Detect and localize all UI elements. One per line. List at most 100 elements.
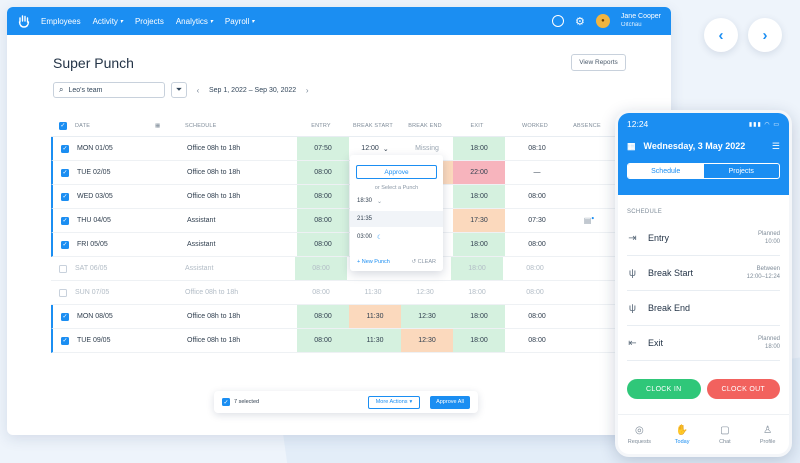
nav-profile[interactable]: ♙ Profile	[759, 424, 776, 445]
tab-schedule[interactable]: Schedule	[628, 164, 704, 178]
chevron-down-icon: ⌄	[382, 145, 389, 153]
row-checkbox[interactable]: ✓	[61, 168, 69, 177]
hand-logo-icon[interactable]	[17, 14, 31, 28]
entry-cell[interactable]: 08:00	[297, 209, 349, 232]
row-checkbox[interactable]: ✓	[61, 336, 69, 345]
calendar-icon[interactable]: ▦	[155, 122, 161, 129]
nav-chat[interactable]: ▢ Chat	[719, 424, 731, 445]
break-end-cell[interactable]: 12:30	[401, 329, 453, 352]
exit-cell[interactable]: 18:00	[451, 257, 503, 280]
header-break-start: BREAK START	[353, 122, 393, 129]
break-start-cell[interactable]: 12:00 ⌄	[361, 145, 389, 153]
break-start-cell[interactable]: 11:30	[349, 329, 401, 352]
row-checkbox[interactable]: ✓	[61, 312, 69, 321]
entry-icon: ⇥	[628, 232, 637, 244]
list-icon[interactable]: ☰	[771, 140, 780, 151]
exit-cell[interactable]: 18:00	[453, 233, 505, 256]
gear-icon[interactable]: ⚙	[575, 15, 585, 28]
row-checkbox[interactable]	[59, 288, 67, 297]
more-actions-button[interactable]: More Actions ▾	[368, 395, 420, 409]
entry-cell[interactable]: 08:00	[297, 185, 349, 208]
nav-activity[interactable]: Activity ▾	[92, 16, 123, 26]
absence-note-icon[interactable]: ▤●	[583, 215, 595, 226]
carousel-next-button[interactable]: ›	[748, 18, 782, 52]
status-time: 12:24	[627, 119, 649, 129]
row-date: WED 03/05	[77, 193, 113, 200]
entry-cell[interactable]: 07:50	[297, 137, 349, 160]
chevron-left-icon: ‹	[718, 26, 724, 44]
exit-cell[interactable]: 18:00	[468, 289, 486, 296]
punch-option[interactable]: 03:00 ☾	[357, 234, 383, 241]
schedule-item-exit[interactable]: ⇤ Exit Planned 18:00	[627, 326, 780, 361]
header-worked: WORKED	[522, 122, 548, 129]
mobile-header: 12:24 ▮▮▮ ◠ ▭ ▦ Wednesday, 3 May 2022 ☰ …	[618, 113, 789, 195]
nav-requests[interactable]: ◎ Requests	[627, 424, 651, 445]
tab-projects[interactable]: Projects	[728, 167, 754, 175]
entry-cell[interactable]: 08:00	[312, 289, 330, 296]
punch-option[interactable]: 18:30 ⌄	[357, 198, 383, 205]
break-end-cell[interactable]: 12:30	[416, 289, 434, 296]
row-checkbox[interactable]: ✓	[61, 216, 69, 225]
team-search-input[interactable]: ⌕ Leo's team	[53, 82, 165, 98]
break-start-cell[interactable]: 11:30	[364, 289, 382, 296]
table-row[interactable]: SUN 07/05 Office 08h to 18h 08:00 11:30 12:3…	[51, 281, 671, 305]
break-end-cell[interactable]: Missing	[415, 145, 439, 152]
mobile-bottom-nav: ◎ Requests ✋ Today ▢ Chat ♙ Profile	[618, 414, 789, 454]
filter-bar: ⌕ Leo's team ⏷ ‹ Sep 1, 2022 – Sep 30, 2…	[53, 82, 312, 98]
table-row[interactable]: SAT 06/05 Assistant 08:00 18:00 08:00	[51, 257, 671, 281]
calendar-icon[interactable]: ▦	[627, 140, 636, 151]
approve-all-button[interactable]: Approve All	[430, 395, 470, 409]
entry-cell[interactable]: 08:00	[295, 257, 347, 280]
clock-out-button[interactable]: CLOCK OUT	[706, 379, 780, 399]
date-range[interactable]: Sep 1, 2022 – Sep 30, 2022	[209, 86, 297, 94]
clear-button[interactable]: ↺ CLEAR	[411, 259, 436, 265]
chevron-right-icon: ›	[762, 26, 768, 44]
row-schedule: Assistant	[187, 241, 216, 248]
table-header: ✓ DATE ▦ SCHEDULE ENTRY BREAK START BREA…	[51, 115, 671, 137]
nav-projects[interactable]: Projects	[134, 16, 164, 26]
entry-cell[interactable]: 08:00	[297, 305, 349, 328]
filter-button[interactable]: ⏷	[171, 82, 187, 98]
break-end-cell[interactable]: 12:30	[401, 305, 453, 328]
nav-employees[interactable]: Employees	[41, 16, 81, 26]
entry-cell[interactable]: 08:00	[297, 233, 349, 256]
select-all-checkbox[interactable]: ✓	[59, 121, 67, 130]
next-period-button[interactable]: ›	[305, 85, 309, 95]
break-start-cell[interactable]: 11:30	[349, 305, 401, 328]
exit-cell[interactable]: 18:00	[453, 329, 505, 352]
clock-in-button[interactable]: CLOCK IN	[627, 379, 701, 399]
schedule-item-break-end[interactable]: ψ Break End	[627, 291, 780, 326]
schedule-item-entry[interactable]: ⇥ Entry Planned 10:00	[627, 221, 780, 256]
row-checkbox[interactable]: ✓	[61, 240, 69, 249]
punch-table: ✓ DATE ▦ SCHEDULE ENTRY BREAK START BREA…	[51, 115, 671, 353]
entry-cell[interactable]: 08:00	[297, 329, 349, 352]
exit-cell[interactable]: 18:00	[453, 305, 505, 328]
schedule-item-break-start[interactable]: ψ Break Start Between 12:00–12:24	[627, 256, 780, 291]
avatar[interactable]: ●	[595, 14, 610, 28]
timer-icon[interactable]	[552, 15, 565, 27]
header-entry: ENTRY	[311, 122, 331, 129]
row-checkbox[interactable]: ✓	[61, 144, 69, 153]
nav-analytics[interactable]: Analytics ▾	[175, 16, 213, 26]
view-reports-button[interactable]: View Reports	[571, 54, 626, 71]
table-row[interactable]: ✓ TUE 09/05 Office 08h to 18h 08:00 11:30 12:…	[51, 329, 671, 353]
selected-checkbox[interactable]: ✓	[222, 398, 230, 406]
row-schedule: Office 08h to 18h	[187, 193, 241, 200]
exit-cell[interactable]: 18:00	[453, 185, 505, 208]
row-checkbox[interactable]: ✓	[61, 192, 69, 201]
previous-period-button[interactable]: ‹	[196, 85, 200, 95]
nav-payroll[interactable]: Payroll ▾	[224, 16, 255, 26]
exit-cell[interactable]: 17:30	[453, 209, 505, 232]
row-checkbox[interactable]	[59, 264, 67, 273]
entry-cell[interactable]: 08:00	[297, 161, 349, 184]
exit-cell[interactable]: 22:00	[453, 161, 505, 184]
nav-today[interactable]: ✋ Today	[674, 424, 690, 445]
exit-cell[interactable]: 18:00	[453, 137, 505, 160]
punch-option[interactable]: 21:35	[350, 211, 443, 227]
carousel-prev-button[interactable]: ‹	[704, 18, 738, 52]
table-row[interactable]: ✓ MON 08/05 Office 08h to 18h 08:00 11:30 12:…	[51, 305, 671, 329]
approve-button[interactable]: Approve	[356, 165, 437, 179]
new-punch-link[interactable]: + New Punch	[357, 259, 390, 265]
check-circle-icon: ◎	[635, 424, 644, 436]
user-menu[interactable]: Jane Cooper Oitchau	[621, 13, 661, 29]
